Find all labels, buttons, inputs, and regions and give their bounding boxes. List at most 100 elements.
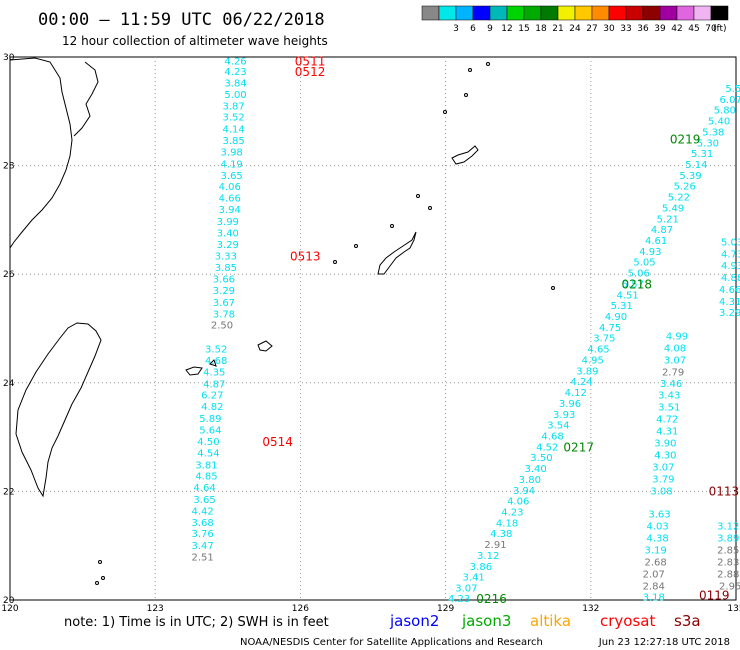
amami-coast — [451, 145, 479, 165]
swh-value: 3.07 — [652, 462, 674, 473]
swh-value: 3.52 — [222, 113, 244, 124]
lon-tick-label: 132 — [582, 604, 599, 614]
swh-value: 3.41 — [463, 573, 485, 584]
swh-value: 3.94 — [513, 486, 535, 497]
swh-value: 2.84 — [643, 581, 665, 592]
lat-tick-label: 22 — [3, 487, 14, 497]
legend-swatch-label: 21 — [552, 24, 563, 34]
legend-swatch-label: 30 — [603, 24, 615, 34]
swh-value: 4.06 — [219, 182, 241, 193]
yonaguni-coast — [209, 359, 217, 367]
satellite-legend: jason2 jason3 altika cryosat s3a — [389, 612, 701, 630]
swh-value: 3.85 — [222, 136, 244, 147]
swh-value: 3.86 — [470, 562, 492, 573]
legend-swatch — [608, 5, 627, 21]
legend-swatch — [421, 5, 440, 21]
swh-value: 3.12 — [717, 522, 739, 533]
swh-value: 2.95 — [719, 581, 740, 592]
legend-swatch-label: 12 — [501, 24, 512, 34]
swh-value: 5.39 — [679, 171, 701, 182]
swh-value: 4.99 — [666, 332, 688, 343]
islet-13 — [95, 581, 99, 585]
swh-value: 4.51 — [616, 290, 638, 301]
swh-value: 3.63 — [648, 510, 670, 521]
lat-tick-label: 26 — [3, 270, 15, 280]
swh-value: 5.50 — [725, 84, 740, 95]
swh-value: 3.08 — [650, 486, 672, 497]
islet-5 — [416, 194, 420, 198]
legend-swatch-label: 42 — [671, 24, 682, 34]
pass-id: 0119 — [699, 589, 730, 603]
longitude-ticks: 120 123 126 129 132 135 — [1, 604, 740, 614]
swh-value: 4.31 — [656, 427, 678, 438]
swh-value: 4.93 — [639, 247, 661, 258]
lat-tick-label: 24 — [3, 379, 15, 389]
lat-tick-label: 28 — [3, 162, 15, 172]
pass-id: 0219 — [670, 132, 701, 146]
legend-swatch — [523, 5, 542, 21]
swh-value: 2.07 — [643, 569, 665, 580]
footer-note: note: 1) Time is in UTC; 2) SWH is in fe… — [64, 615, 329, 630]
pass-id: 0216 — [476, 592, 507, 606]
swh-value: 3.29 — [719, 308, 740, 319]
color-legend: 3 6 9 12 15 18 21 24 27 30 33 36 39 42 45 70 — [421, 5, 729, 34]
swh-value: 4.73 — [721, 250, 740, 261]
yaeyama-coast — [185, 366, 203, 376]
swh-value: 3.40 — [217, 228, 239, 239]
swh-value: 4.35 — [203, 367, 225, 378]
lon-tick-label: 120 — [1, 604, 18, 614]
legend-swatch-label: 9 — [487, 24, 493, 34]
kyushu-coast — [9, 57, 73, 249]
swh-value: 6.07 — [720, 95, 740, 106]
swh-value: 2.51 — [191, 553, 213, 564]
swh-value: 5.05 — [633, 258, 655, 269]
swh-value: 3.18 — [643, 593, 665, 604]
legend-swatch — [540, 5, 559, 21]
graticule — [10, 57, 736, 600]
legend-swatch-label: 24 — [569, 24, 581, 34]
islet-1 — [468, 68, 472, 72]
legend-swatch-label: 18 — [535, 24, 547, 34]
pass-id: 0514 — [262, 435, 293, 449]
legend-swatch-label: 36 — [637, 24, 649, 34]
latitude-ticks: 30 28 26 24 22 20 — [3, 53, 15, 606]
swh-value: 4.24 — [570, 377, 592, 388]
swh-value: 4.88 — [721, 273, 740, 284]
swh-value: 5.06 — [628, 269, 650, 280]
swh-value: 4.64 — [193, 483, 215, 494]
swh-value: 4.52 — [536, 442, 558, 453]
swh-value: 3.87 — [222, 101, 244, 112]
swh-value: 3.80 — [519, 475, 541, 486]
okinawa-coast — [377, 231, 417, 275]
pass-id: 0512 — [295, 65, 326, 79]
legend-swatch — [506, 5, 525, 21]
swh-value: 3.81 — [195, 460, 217, 471]
map-frame — [9, 56, 737, 601]
footer-timestamp: Jun 23 12:27:18 UTC 2018 — [598, 637, 730, 648]
islet-7 — [390, 224, 394, 228]
legend-swatch-label: 45 — [688, 24, 699, 34]
swh-value: 5.14 — [685, 160, 707, 171]
swh-value: 4.03 — [646, 522, 668, 533]
swh-value: 4.87 — [203, 379, 225, 390]
pass-id: 0113 — [709, 484, 740, 498]
legend-swatch — [676, 5, 695, 21]
lon-tick-label: 129 — [437, 604, 454, 614]
swh-value: 4.75 — [599, 323, 621, 334]
swh-value: 4.06 — [507, 497, 529, 508]
swh-value: 3.46 — [660, 379, 682, 390]
swh-value: 5.21 — [657, 214, 679, 225]
legend-swatch — [659, 5, 678, 21]
swh-value: 3.99 — [217, 217, 239, 228]
swh-value: 6.27 — [201, 391, 223, 402]
swh-value: 4.23 — [448, 594, 470, 605]
legend-unit: (ft) — [713, 24, 727, 34]
swh-value: 5.26 — [674, 182, 696, 193]
legend-swatch — [710, 5, 729, 21]
legend-swatch — [574, 5, 593, 21]
legend-swatch — [591, 5, 610, 21]
swh-value: 4.42 — [191, 506, 213, 517]
islet-9 — [333, 260, 337, 264]
swh-value: 4.85 — [195, 472, 217, 483]
